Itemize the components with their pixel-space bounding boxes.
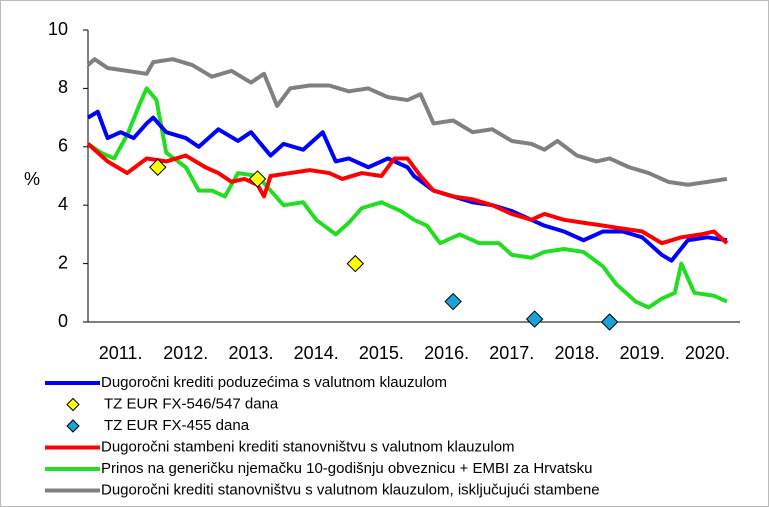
legend-swatch	[66, 397, 80, 412]
x-tick-label: 2011.	[99, 343, 143, 363]
y-tick-label: 6	[58, 136, 68, 156]
y-tick-label: 4	[58, 194, 68, 214]
y-tick-label: 0	[58, 311, 68, 331]
series-point	[149, 158, 167, 176]
series-line	[86, 57, 728, 187]
x-tick-label: 2020.	[685, 343, 730, 363]
legend-label: TZ EUR FX-546/547 dana	[104, 395, 279, 412]
y-tick-label: 10	[48, 19, 68, 39]
x-tick-label: 2019.	[620, 343, 665, 363]
x-tick-label: 2012.	[163, 343, 208, 363]
x-tick-label: 2016.	[424, 343, 469, 363]
legend-label: Prinos na generičku njemačku 10-godišnju…	[101, 460, 593, 477]
legend-label: Dugoročni krediti poduzećima s valutnom …	[101, 374, 447, 391]
x-tick-label: 2015.	[359, 343, 404, 363]
legend-label: Dugoročni krediti stanovništvu s valutno…	[101, 481, 600, 498]
y-tick-label: 8	[58, 77, 68, 97]
y-axis-label: %	[24, 169, 40, 189]
legend-label: Dugoročni stambeni krediti stanovništvu …	[101, 438, 515, 455]
series-line	[86, 109, 728, 263]
x-tick-label: 2013.	[228, 343, 273, 363]
legend-swatch	[66, 419, 80, 433]
series-line	[86, 86, 728, 310]
x-tick-label: 2017.	[489, 343, 534, 363]
series-line	[86, 142, 729, 246]
series-point	[248, 170, 267, 188]
legend-label: TZ EUR FX-455 dana	[104, 417, 250, 434]
series-point	[600, 313, 619, 331]
y-tick-label: 2	[58, 252, 68, 272]
series-point	[444, 292, 462, 311]
x-tick-label: 2018.	[554, 343, 599, 363]
series-point	[346, 254, 365, 273]
x-tick-label: 2014.	[294, 343, 339, 363]
series-point	[525, 310, 544, 328]
